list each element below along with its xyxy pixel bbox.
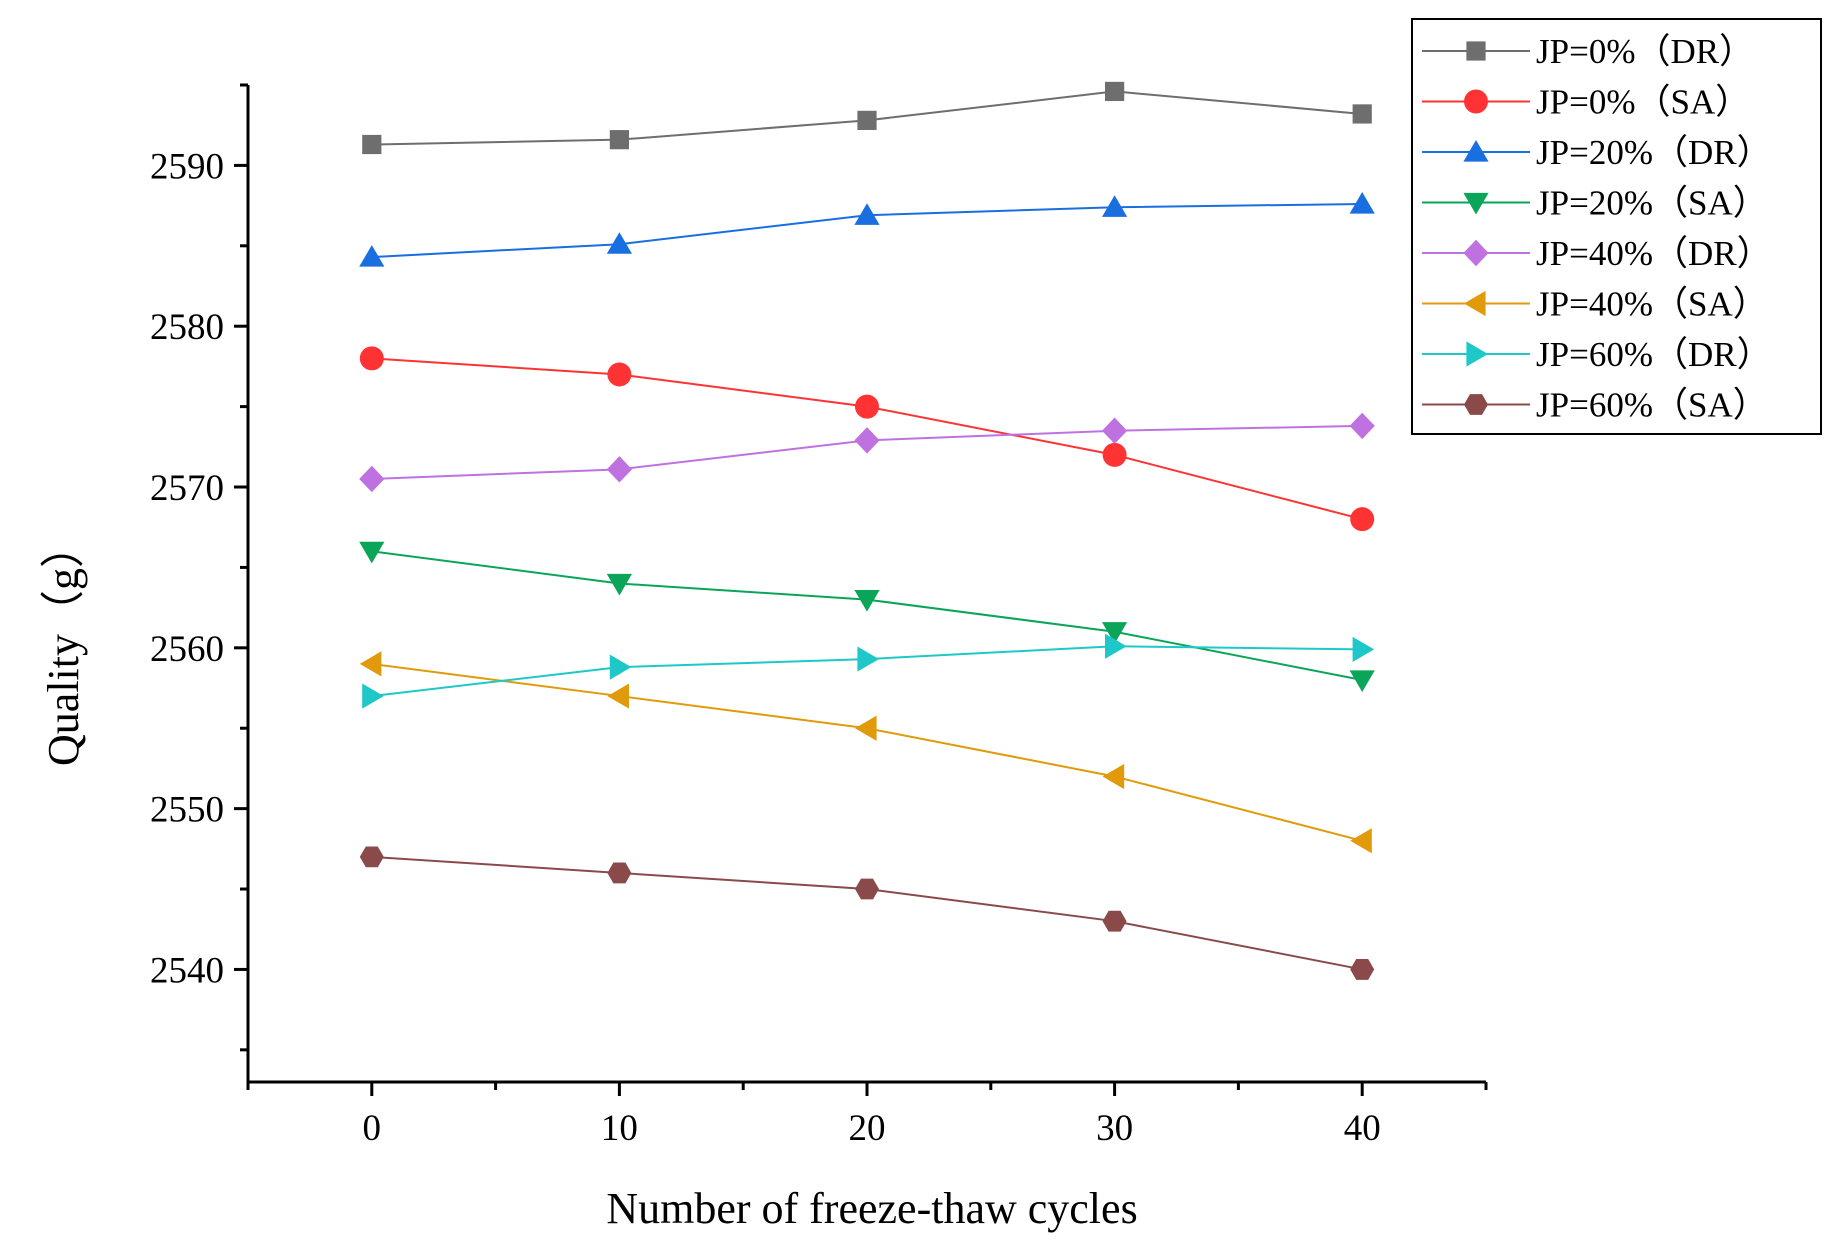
data-point xyxy=(857,646,879,672)
data-point xyxy=(359,846,384,868)
data-point xyxy=(854,203,880,225)
data-point xyxy=(1350,828,1372,854)
series-triangle-up xyxy=(359,191,1375,267)
legend-marker xyxy=(1463,239,1489,267)
series-diamond xyxy=(359,412,1375,493)
data-point xyxy=(1105,633,1127,659)
legend-box xyxy=(1411,18,1822,435)
series-line xyxy=(371,855,1363,971)
data-point xyxy=(362,134,382,155)
data-point xyxy=(1102,442,1127,467)
legend-label: JP=0%（SA） xyxy=(1536,83,1750,122)
data-point xyxy=(1105,81,1125,102)
data-point xyxy=(606,456,632,483)
data-point xyxy=(1349,412,1375,440)
data-point xyxy=(1350,959,1375,980)
data-point xyxy=(609,654,632,680)
x-axis-title: Number of freeze-thaw cycles xyxy=(606,1184,1137,1233)
series-circle xyxy=(359,346,1375,532)
legend-entry: JP=0%（DR） xyxy=(1422,32,1754,71)
legend-entry: JP=20%（SA） xyxy=(1422,184,1768,223)
y-tick-label: 2580 xyxy=(150,307,224,348)
data-point xyxy=(854,427,880,454)
legend-entry: JP=0%（SA） xyxy=(1422,83,1750,122)
y-tick-label: 2550 xyxy=(150,790,224,831)
data-point xyxy=(857,110,877,130)
legend-label: JP=0%（DR） xyxy=(1536,32,1754,71)
legend-label: JP=60%（SA） xyxy=(1536,386,1768,425)
data-point xyxy=(1352,636,1375,663)
data-point xyxy=(359,465,385,493)
legend-label: JP=20%（SA） xyxy=(1536,184,1768,223)
series-triangle-down xyxy=(359,541,1375,692)
legend-marker xyxy=(1464,290,1486,317)
data-point xyxy=(1349,670,1375,692)
data-point xyxy=(855,394,879,419)
data-point xyxy=(607,862,632,884)
data-point xyxy=(362,683,384,709)
data-point xyxy=(1352,104,1372,124)
legend-entry: JP=40%（DR） xyxy=(1422,234,1772,273)
data-point xyxy=(1102,195,1128,217)
data-point xyxy=(359,245,385,267)
x-tick-label: 20 xyxy=(849,1108,886,1149)
data-point xyxy=(1350,507,1375,532)
data-point xyxy=(359,541,385,564)
series-line xyxy=(371,662,1363,842)
data-point xyxy=(606,232,632,254)
data-point xyxy=(854,589,880,612)
legend-entry: JP=60%（DR） xyxy=(1422,335,1772,374)
plot-series xyxy=(359,81,1375,980)
legend-entry: JP=40%（SA） xyxy=(1422,285,1768,324)
y-tick-label: 2570 xyxy=(150,468,224,509)
x-tick-label: 30 xyxy=(1096,1108,1133,1149)
series-triangle-right xyxy=(362,633,1375,709)
data-point xyxy=(359,346,384,371)
legend: JP=0%（DR） JP=0%（SA） JP=20%（DR） JP=20%（SA） JP… xyxy=(1411,18,1822,435)
data-point xyxy=(1102,417,1128,444)
data-point xyxy=(1349,191,1375,214)
x-tick-label: 0 xyxy=(363,1108,382,1149)
series-hexagon xyxy=(359,846,1375,980)
data-point xyxy=(607,683,629,709)
data-point xyxy=(855,715,877,741)
data-point xyxy=(1102,910,1127,932)
x-tick-label: 40 xyxy=(1344,1108,1381,1149)
data-point xyxy=(1102,763,1125,790)
legend-label: JP=60%（DR） xyxy=(1536,335,1772,374)
legend-marker xyxy=(1464,394,1488,415)
legend-marker xyxy=(1463,192,1489,215)
data-point xyxy=(606,573,632,596)
y-axis-title: Quality（g） xyxy=(39,524,88,766)
legend-label: JP=40%（DR） xyxy=(1536,234,1772,273)
data-point xyxy=(1102,622,1128,644)
series-triangle-left xyxy=(359,651,1372,854)
data-point xyxy=(855,878,879,900)
legend-entry: JP=60%（SA） xyxy=(1422,386,1768,425)
legend-label: JP=20%（DR） xyxy=(1536,133,1772,172)
y-tick-label: 2540 xyxy=(150,950,224,991)
data-point xyxy=(609,130,629,150)
x-tick-label: 10 xyxy=(601,1108,638,1149)
legend-marker xyxy=(1463,140,1489,162)
legend-label: JP=40%（SA） xyxy=(1536,285,1768,324)
legend-marker xyxy=(1464,89,1488,114)
series-square xyxy=(362,81,1372,155)
data-point xyxy=(607,362,632,387)
data-point xyxy=(359,651,382,677)
legend-marker xyxy=(1466,341,1488,367)
plot-axes: 0 10 20 30 40 2540 2550 2560 2570 2580 2590 xyxy=(150,83,1488,1149)
y-tick-label: 2590 xyxy=(150,146,224,187)
legend-entry: JP=20%（DR） xyxy=(1422,133,1772,172)
y-tick-label: 2560 xyxy=(150,629,224,670)
legend-marker xyxy=(1466,41,1486,61)
